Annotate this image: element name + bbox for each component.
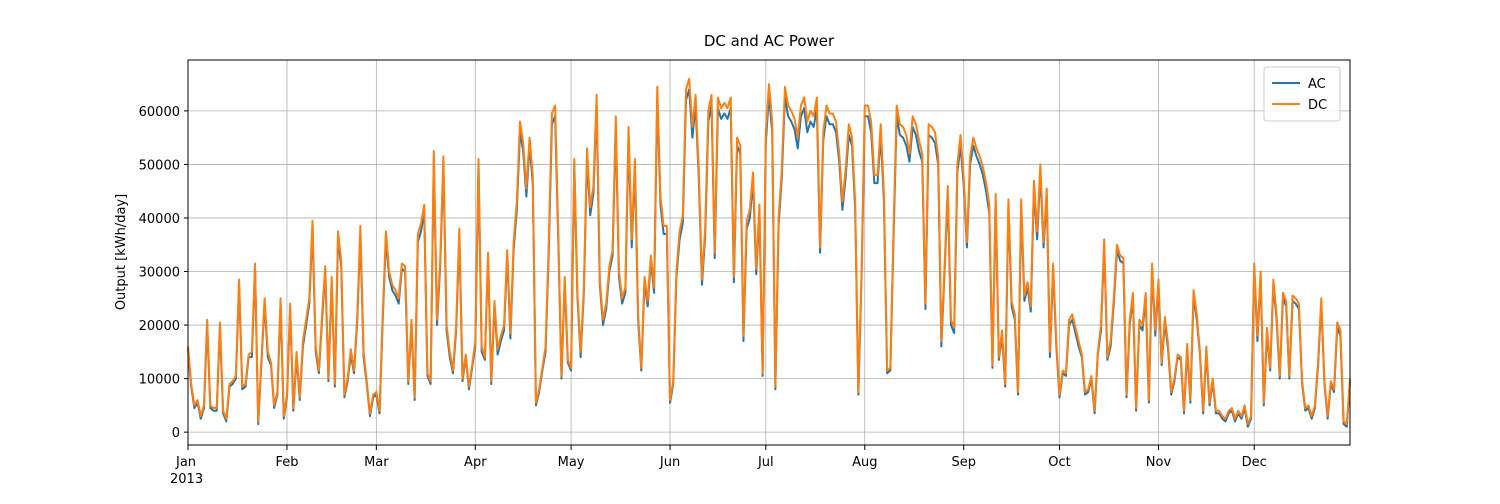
x-tick-label: Jul [757, 455, 774, 470]
legend: AC DC [1263, 66, 1341, 122]
x-tick-label: Feb [275, 455, 298, 470]
x-tick-label: Aug [852, 455, 877, 470]
x-tick-label: Jan [175, 455, 196, 470]
y-tick-label: 60000 [139, 105, 180, 120]
x-tick-label: Oct [1048, 455, 1070, 470]
x-tick-label: Jun [659, 455, 680, 470]
y-tick-label: 30000 [139, 266, 180, 281]
axes: 0 10000 20000 30000 40000 50000 60000 Jan 2013 Fe… [139, 105, 1267, 487]
series-line [187, 77, 1351, 426]
x-tick-label: May [558, 455, 585, 470]
y-tick-label: 0 [172, 426, 180, 441]
lines [187, 77, 1351, 428]
x-tick-label: Mar [364, 455, 389, 470]
legend-label: AC [1308, 77, 1326, 92]
x-tick-label: Sep [951, 455, 976, 470]
x-tick-label: Apr [464, 455, 487, 470]
y-tick-label: 40000 [139, 212, 180, 227]
plot-frame [187, 59, 1351, 446]
x-tick-label: Nov [1146, 455, 1172, 470]
chart-title: DC and AC Power [704, 32, 835, 50]
x-year-label: 2013 [170, 472, 203, 487]
legend-label: DC [1308, 98, 1327, 113]
y-tick-label: 20000 [139, 319, 180, 334]
y-axis-label: Output [kWh/day] [114, 194, 129, 310]
grid [187, 60, 1350, 445]
x-tick-label: Dec [1242, 455, 1267, 470]
y-tick-label: 50000 [139, 158, 180, 173]
legend-box [1263, 66, 1341, 122]
y-tick-label: 10000 [139, 373, 180, 388]
